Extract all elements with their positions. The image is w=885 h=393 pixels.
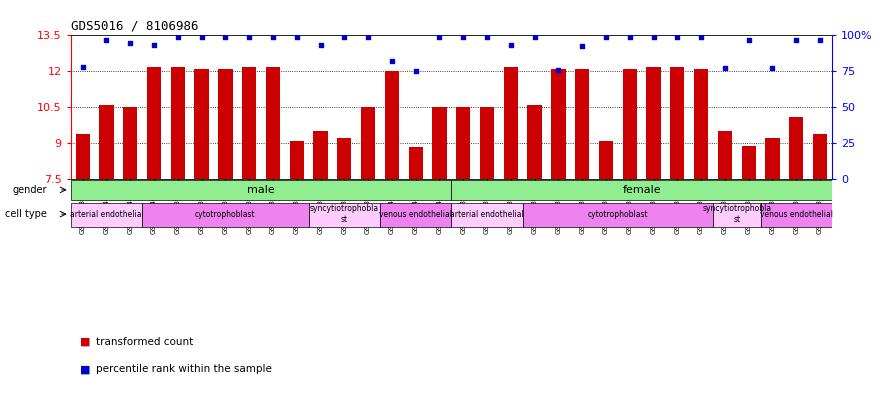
- Bar: [789, 117, 804, 179]
- Text: GDS5016 / 8106986: GDS5016 / 8106986: [71, 20, 198, 33]
- Text: venous endothelial: venous endothelial: [379, 209, 452, 219]
- Bar: [551, 69, 566, 179]
- Point: [789, 37, 804, 43]
- Point: [742, 37, 756, 43]
- Bar: [289, 141, 304, 179]
- Bar: [123, 107, 137, 179]
- Text: cytotrophoblast: cytotrophoblast: [588, 209, 648, 219]
- Bar: [71, 203, 142, 227]
- Text: ■: ■: [80, 364, 94, 375]
- Point: [219, 33, 233, 40]
- Point: [527, 33, 542, 40]
- Bar: [504, 66, 518, 179]
- Bar: [575, 69, 589, 179]
- Point: [289, 33, 304, 40]
- Text: syncytiotrophobla
st: syncytiotrophobla st: [702, 204, 772, 224]
- Bar: [71, 180, 451, 200]
- Bar: [142, 203, 309, 227]
- Bar: [623, 69, 637, 179]
- Bar: [242, 66, 257, 179]
- Text: percentile rank within the sample: percentile rank within the sample: [96, 364, 272, 375]
- Bar: [480, 107, 494, 179]
- Text: ■: ■: [80, 337, 94, 347]
- Text: syncytiotrophobla
st: syncytiotrophobla st: [310, 204, 379, 224]
- Point: [813, 37, 827, 43]
- Bar: [451, 180, 832, 200]
- Bar: [266, 66, 281, 179]
- Text: female: female: [622, 185, 661, 195]
- Text: venous endothelial: venous endothelial: [759, 209, 833, 219]
- Text: cell type: cell type: [5, 209, 47, 219]
- Point: [313, 42, 327, 48]
- Point: [456, 33, 470, 40]
- Text: arterial endothelial: arterial endothelial: [450, 209, 524, 219]
- Point: [123, 39, 137, 46]
- Bar: [451, 203, 523, 227]
- Point: [195, 33, 209, 40]
- Bar: [523, 203, 713, 227]
- Bar: [337, 138, 351, 179]
- Point: [551, 67, 566, 73]
- Bar: [75, 134, 90, 179]
- Bar: [456, 107, 471, 179]
- Bar: [742, 146, 756, 179]
- Bar: [670, 66, 684, 179]
- Bar: [195, 69, 209, 179]
- Bar: [309, 203, 380, 227]
- Point: [694, 33, 708, 40]
- Point: [337, 33, 351, 40]
- Bar: [694, 69, 708, 179]
- Bar: [361, 107, 375, 179]
- Bar: [718, 131, 732, 179]
- Text: male: male: [247, 185, 275, 195]
- Text: cytotrophoblast: cytotrophoblast: [195, 209, 256, 219]
- Bar: [409, 147, 423, 179]
- Point: [670, 33, 684, 40]
- Bar: [766, 138, 780, 179]
- Point: [242, 33, 257, 40]
- Point: [433, 33, 447, 40]
- Bar: [432, 107, 447, 179]
- Point: [75, 63, 89, 70]
- Bar: [646, 66, 660, 179]
- Bar: [760, 203, 832, 227]
- Point: [361, 33, 375, 40]
- Text: transformed count: transformed count: [96, 337, 193, 347]
- Point: [266, 33, 280, 40]
- Bar: [713, 203, 760, 227]
- Bar: [313, 131, 327, 179]
- Bar: [147, 66, 161, 179]
- Bar: [219, 69, 233, 179]
- Bar: [813, 134, 827, 179]
- Bar: [99, 105, 113, 179]
- Point: [766, 64, 780, 71]
- Point: [385, 57, 399, 64]
- Point: [171, 33, 185, 40]
- Bar: [385, 72, 399, 179]
- Point: [504, 42, 518, 48]
- Point: [147, 42, 161, 48]
- Text: arterial endothelial: arterial endothelial: [70, 209, 143, 219]
- Point: [718, 64, 732, 71]
- Point: [480, 33, 494, 40]
- Point: [646, 33, 660, 40]
- Text: gender: gender: [12, 185, 47, 195]
- Bar: [380, 203, 451, 227]
- Point: [99, 37, 113, 43]
- Bar: [527, 105, 542, 179]
- Point: [575, 43, 589, 49]
- Point: [623, 33, 637, 40]
- Bar: [171, 66, 185, 179]
- Point: [409, 68, 423, 75]
- Bar: [599, 141, 613, 179]
- Point: [599, 33, 613, 40]
